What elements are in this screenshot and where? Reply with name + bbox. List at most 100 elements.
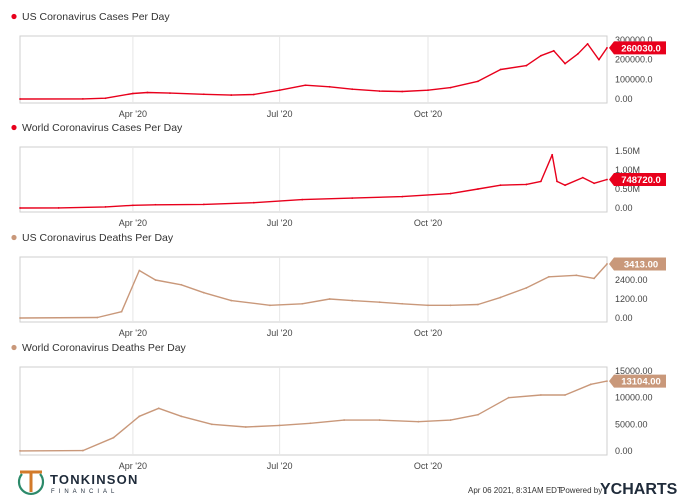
data-point <box>131 92 134 95</box>
data-point <box>401 90 404 93</box>
plot-area <box>19 146 608 213</box>
x-tick-label: Oct '20 <box>414 461 442 471</box>
data-point <box>169 92 171 94</box>
y-tick-label: 5000.00 <box>615 419 648 429</box>
x-tick-label: Jul '20 <box>267 328 293 338</box>
data-point <box>427 304 429 307</box>
x-tick-label: Jul '20 <box>267 218 293 228</box>
x-tick-label: Oct '20 <box>414 218 442 228</box>
y-tick-label: 300000.0 <box>615 35 653 45</box>
data-point <box>499 184 502 187</box>
data-point <box>328 85 331 88</box>
data-point <box>449 304 452 307</box>
data-point <box>593 182 595 185</box>
data-point <box>301 302 304 305</box>
data-point <box>598 58 600 61</box>
data-point <box>351 197 354 200</box>
last-value-label: 260030.0 <box>621 43 661 54</box>
y-tick-label: 100000.0 <box>615 74 653 84</box>
data-point <box>449 192 452 195</box>
footer: TONKINSON FINANCIAL Apr 06 2021, 8:31AM ED… <box>17 470 678 498</box>
y-tick-label: 0.50M <box>615 184 640 194</box>
data-point <box>244 426 247 428</box>
data-point <box>57 207 60 209</box>
logo-subtitle: FINANCIAL <box>51 489 118 495</box>
chart-title: World Coronavirus Cases Per Day <box>22 122 183 134</box>
y-tick-label: 0.00 <box>615 446 633 456</box>
chart-panel-2: World Coronavirus Cases Per Day Apr '20 Ju… <box>11 122 666 228</box>
data-point <box>556 180 558 183</box>
data-point <box>81 98 84 100</box>
data-point <box>525 287 528 289</box>
x-tick-label: Oct '20 <box>414 109 442 119</box>
legend-dot <box>11 344 17 351</box>
plot-area <box>19 35 608 104</box>
data-point <box>351 299 354 302</box>
data-point <box>19 317 21 319</box>
plot-area <box>19 366 608 456</box>
plot-area <box>19 256 608 323</box>
logo-t-mark <box>20 470 42 492</box>
data-point <box>202 93 205 96</box>
data-point <box>552 49 555 52</box>
data-point <box>309 422 312 425</box>
data-point <box>19 207 21 209</box>
data-point <box>564 62 566 65</box>
last-value-badge <box>609 374 666 388</box>
data-point <box>477 303 479 306</box>
data-point <box>581 176 584 179</box>
chart-panel-3: US Coronavirus Deaths Per Day Apr '20 Jul … <box>11 232 666 338</box>
data-point <box>449 419 452 421</box>
tonkinson-logo-icon <box>17 470 45 496</box>
y-tick-label: 10000.00 <box>615 393 653 403</box>
data-point <box>230 94 233 96</box>
data-point <box>548 275 550 278</box>
timestamp: Apr 06 2021, 8:31AM EDT. <box>468 486 563 495</box>
data-point <box>278 89 281 92</box>
data-point <box>131 204 134 207</box>
data-point <box>499 296 502 299</box>
data-point <box>539 54 542 57</box>
data-point <box>19 449 21 452</box>
x-tick-label: Jul '20 <box>267 109 293 119</box>
data-point <box>606 380 608 383</box>
chart-title: US Coronavirus Deaths Per Day <box>22 232 174 244</box>
series-line <box>19 380 608 452</box>
data-point <box>104 97 107 100</box>
data-point <box>525 183 528 186</box>
data-point <box>507 396 510 399</box>
data-point <box>575 274 578 277</box>
data-point <box>551 153 554 156</box>
data-point <box>606 263 608 265</box>
y-tick-label: 1.00M <box>615 165 640 175</box>
data-point <box>564 184 566 187</box>
data-point <box>104 205 107 208</box>
data-point <box>606 178 608 181</box>
x-tick-label: Apr '20 <box>119 218 147 228</box>
data-point <box>154 203 157 206</box>
x-tick-label: Jul '20 <box>267 461 293 471</box>
last-value-label: 3413.00 <box>624 259 658 270</box>
y-tick-label: 200000.0 <box>615 55 653 65</box>
y-tick-label: 1200.00 <box>615 294 648 304</box>
logo-name: TONKINSON <box>50 472 139 487</box>
y-tick-label: 1.50M <box>615 146 640 156</box>
last-value-badge <box>609 257 666 271</box>
data-point <box>81 449 84 452</box>
data-point <box>304 84 307 87</box>
y-tick-label: 0.00 <box>615 203 633 213</box>
legend-dot <box>11 124 17 131</box>
data-point <box>301 198 304 201</box>
data-point <box>211 423 213 426</box>
data-point <box>589 383 592 386</box>
last-value-badge <box>609 41 666 55</box>
data-point <box>449 86 452 89</box>
data-point <box>499 68 502 71</box>
x-tick-label: Oct '20 <box>414 328 442 338</box>
data-point <box>577 52 579 55</box>
data-point <box>269 304 271 307</box>
x-tick-label: Apr '20 <box>119 109 147 119</box>
data-point <box>477 188 479 190</box>
x-tick-label: Apr '20 <box>119 328 147 338</box>
